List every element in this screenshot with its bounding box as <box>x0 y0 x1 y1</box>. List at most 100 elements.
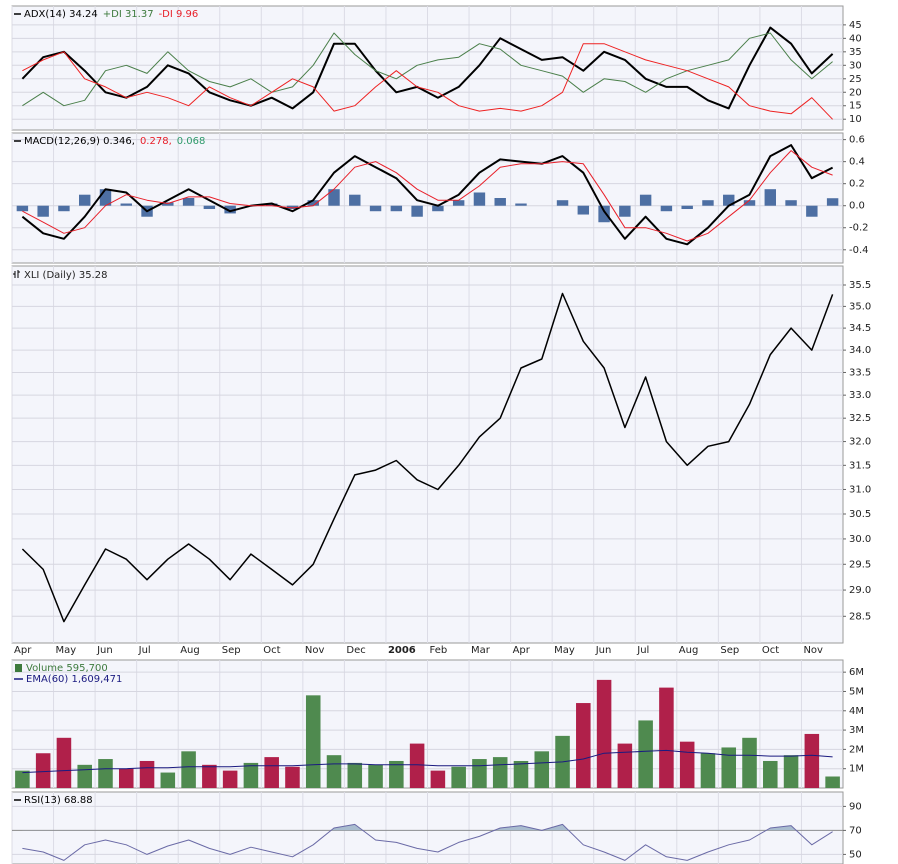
bar <box>307 200 319 206</box>
bar <box>556 200 569 206</box>
bar <box>368 764 383 788</box>
legend-icon <box>15 664 22 672</box>
x-tick-label: Jun <box>595 645 612 656</box>
bar <box>577 205 590 215</box>
y-tick-label: 33.5 <box>849 367 871 378</box>
line <box>22 823 833 861</box>
bar <box>825 776 840 788</box>
y-tick-label: 10 <box>849 114 862 125</box>
y-tick-label: 4M <box>849 706 864 717</box>
x-tick-label: Sep <box>720 645 739 656</box>
series-group <box>21 26 834 120</box>
bar <box>182 198 195 206</box>
x-tick-label: Nov <box>803 645 823 656</box>
y-tick-label: 28.5 <box>849 611 871 622</box>
bar <box>639 194 652 206</box>
bar <box>243 762 259 788</box>
y-tick-label: 34.0 <box>849 345 871 356</box>
bar <box>763 760 778 788</box>
y-tick-label: 1M <box>849 764 864 775</box>
bar <box>804 733 820 788</box>
legend-label: -DI 9.96 <box>159 9 199 20</box>
bar <box>473 192 486 206</box>
y-tick-label: 29.5 <box>849 559 871 570</box>
bar <box>472 759 487 788</box>
y-tick-label: 0.0 <box>849 201 865 212</box>
bar <box>181 751 196 788</box>
bar <box>596 679 612 788</box>
x-tick-label: Mar <box>471 645 491 656</box>
bar <box>742 737 757 788</box>
y-tick-label: 30.5 <box>849 509 871 520</box>
bar <box>224 205 236 214</box>
bar <box>222 770 238 788</box>
x-tick-label: Apr <box>513 645 531 656</box>
y-tick-label: 33.0 <box>849 390 871 401</box>
x-tick-label: May <box>56 645 77 656</box>
bar <box>451 766 466 788</box>
y-tick-label: 50 <box>849 849 862 860</box>
x-tick-label: May <box>554 645 575 656</box>
bar <box>369 205 382 212</box>
y-tick-label: 35.5 <box>849 280 871 291</box>
bar <box>492 757 508 788</box>
line <box>22 32 833 107</box>
bar <box>118 768 134 788</box>
y-tick-label: 2M <box>849 744 864 755</box>
series-group <box>15 679 840 788</box>
x-tick-label: 2006 <box>388 645 416 656</box>
bar <box>78 194 91 206</box>
x-tick-label: Oct <box>762 645 779 656</box>
legend-label: RSI(13) 68.88 <box>24 795 93 806</box>
y-tick-label: -0.4 <box>849 245 869 256</box>
y-tick-label: 34.5 <box>849 323 871 334</box>
bar <box>494 198 506 206</box>
bar <box>37 205 49 217</box>
bar <box>702 200 714 206</box>
legend-label: 0.068 <box>177 136 206 147</box>
bar <box>349 194 361 206</box>
bar <box>285 766 300 788</box>
bar <box>660 205 673 212</box>
bar <box>347 762 363 788</box>
y-tick-label: -0.2 <box>849 223 869 234</box>
bar <box>681 205 693 210</box>
legend-label: +DI 31.37 <box>103 9 154 20</box>
y-tick-label: 35 <box>849 47 862 58</box>
y-tick-label: 29.0 <box>849 585 871 596</box>
legend-label: ADX(14) 34.24 <box>24 9 98 20</box>
x-tick-label: Jul <box>138 645 151 656</box>
chart-title: XLI (Daily) 35.28 <box>24 270 107 281</box>
y-tick-label: 70 <box>849 825 862 836</box>
bar <box>576 703 591 788</box>
y-tick-label: 30 <box>849 60 862 71</box>
y-tick-label: 31.0 <box>849 484 871 495</box>
line <box>22 43 833 120</box>
bar <box>785 200 797 206</box>
x-tick-label: Sep <box>222 645 241 656</box>
series-group <box>21 292 834 623</box>
bar <box>452 200 465 206</box>
y-tick-label: 31.5 <box>849 460 871 471</box>
bar <box>826 198 839 206</box>
bar <box>389 760 404 788</box>
bar <box>806 205 818 217</box>
line <box>21 144 834 246</box>
y-tick-label: 0.4 <box>849 157 865 168</box>
bar <box>409 743 425 788</box>
bar <box>98 759 113 788</box>
bar <box>35 753 51 788</box>
bar <box>99 189 112 206</box>
bar <box>58 205 70 212</box>
bar <box>264 757 279 788</box>
bar <box>120 203 132 206</box>
bar <box>743 200 756 206</box>
x-tick-label: Oct <box>263 645 280 656</box>
y-tick-label: 3M <box>849 725 864 736</box>
y-tick-label: 35.0 <box>849 301 871 312</box>
bar <box>783 755 799 788</box>
bar <box>513 760 529 788</box>
bar <box>430 770 446 788</box>
y-tick-label: 30.0 <box>849 534 871 545</box>
y-tick-label: 90 <box>849 801 862 812</box>
